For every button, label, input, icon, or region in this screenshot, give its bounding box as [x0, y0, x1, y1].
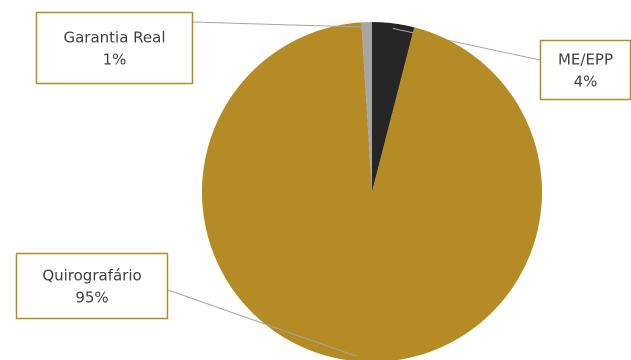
slice-label: ME/EPP — [558, 51, 613, 69]
slice-label: Garantia Real — [63, 29, 165, 47]
slice-value-label: 4% — [574, 73, 598, 91]
leader-line — [167, 289, 357, 357]
pie-slice — [361, 22, 372, 192]
slice-value-label: 95% — [75, 289, 108, 307]
slice-value-label: 1% — [103, 51, 127, 69]
label-box — [15, 252, 169, 320]
leader-line — [192, 21, 367, 28]
label-box — [35, 11, 194, 85]
pie-slice — [202, 22, 542, 360]
slice-label: Quirografário — [42, 267, 141, 285]
pie-slice — [372, 22, 415, 192]
label-box — [539, 39, 631, 101]
